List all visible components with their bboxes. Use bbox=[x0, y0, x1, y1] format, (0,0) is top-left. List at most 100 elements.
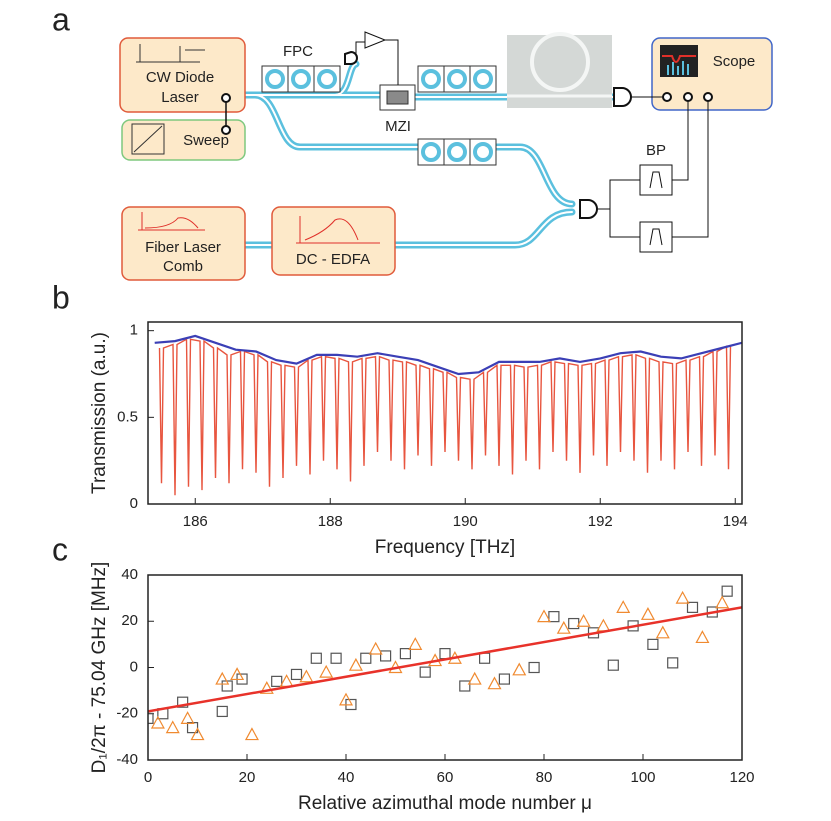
point bbox=[439, 648, 451, 660]
comb-box bbox=[121, 206, 246, 281]
laser-box bbox=[119, 37, 246, 113]
point bbox=[479, 652, 491, 664]
point bbox=[616, 600, 631, 613]
point bbox=[512, 662, 527, 676]
point bbox=[148, 712, 154, 724]
point bbox=[299, 669, 314, 683]
x-tick-label: 190 bbox=[453, 513, 478, 530]
panel-label: c bbox=[52, 531, 68, 567]
point bbox=[165, 720, 180, 734]
y-tick-label: -40 bbox=[116, 751, 138, 768]
point bbox=[721, 585, 733, 597]
point bbox=[640, 607, 655, 620]
point bbox=[271, 675, 283, 687]
point bbox=[380, 650, 392, 662]
sweep-box bbox=[121, 119, 246, 161]
point bbox=[607, 659, 619, 671]
plot-frame bbox=[147, 321, 743, 505]
x-tick-label: 188 bbox=[318, 513, 343, 530]
point bbox=[177, 696, 189, 708]
label: FPC bbox=[283, 43, 313, 60]
x-tick-label: 186 bbox=[183, 513, 208, 530]
label: Comb bbox=[163, 258, 203, 275]
fit-line bbox=[148, 606, 742, 713]
label: MZI bbox=[385, 118, 411, 135]
x-tick-label: 20 bbox=[239, 769, 256, 786]
point bbox=[686, 601, 699, 613]
x-tick-label: 120 bbox=[729, 769, 754, 786]
y-tick-label: 0.5 bbox=[117, 408, 138, 425]
x-tick-label: 192 bbox=[588, 513, 613, 530]
point bbox=[568, 617, 580, 630]
x-tick-label: 0 bbox=[144, 769, 152, 786]
point bbox=[215, 671, 230, 685]
point bbox=[715, 595, 730, 609]
label: BP bbox=[646, 142, 666, 159]
point bbox=[655, 625, 670, 639]
point bbox=[576, 613, 591, 627]
x-tick-label: 60 bbox=[437, 769, 454, 786]
label: Sweep bbox=[183, 132, 229, 149]
y-tick-label: 20 bbox=[121, 612, 138, 629]
point bbox=[399, 648, 411, 660]
point bbox=[695, 630, 710, 644]
point bbox=[596, 618, 611, 632]
point bbox=[279, 674, 294, 687]
point bbox=[647, 638, 659, 650]
point bbox=[290, 668, 303, 681]
y-tick-label: 40 bbox=[121, 566, 138, 583]
point bbox=[459, 680, 471, 692]
plot-area bbox=[154, 334, 742, 496]
point bbox=[467, 671, 482, 685]
x-tick-label: 100 bbox=[630, 769, 655, 786]
bandpass-filter bbox=[639, 221, 673, 253]
point bbox=[310, 652, 322, 664]
point bbox=[319, 664, 334, 678]
y-axis-title: Transmission (a.u.) bbox=[89, 332, 110, 494]
bandpass-filter bbox=[639, 164, 673, 196]
label: Fiber Laser bbox=[145, 239, 221, 256]
label: DC - EDFA bbox=[296, 251, 370, 268]
label: Laser bbox=[161, 89, 199, 106]
point bbox=[230, 667, 245, 681]
y-tick-label: 0 bbox=[130, 658, 138, 675]
point bbox=[528, 661, 540, 674]
point bbox=[556, 620, 571, 634]
point bbox=[419, 666, 431, 678]
point bbox=[548, 611, 560, 623]
point bbox=[180, 711, 195, 724]
charts: b 186 188 190 192 194 0 0.5 1 Frequency [THz] Tran… bbox=[52, 279, 755, 814]
point bbox=[244, 727, 259, 741]
point bbox=[259, 681, 274, 694]
series-line bbox=[158, 338, 732, 496]
panel-label: b bbox=[52, 279, 70, 315]
point bbox=[216, 705, 228, 718]
plot-area bbox=[148, 585, 742, 741]
point bbox=[675, 590, 690, 604]
point bbox=[338, 692, 354, 706]
label: Scope bbox=[713, 53, 756, 70]
point bbox=[348, 657, 363, 671]
y-tick-label: 0 bbox=[130, 495, 138, 512]
setup-diagram: a CW Diode Laser Sweep Fiber Laser Comb … bbox=[52, 1, 773, 281]
point bbox=[487, 676, 502, 690]
plot-frame bbox=[147, 574, 743, 761]
edfa-box bbox=[271, 206, 396, 276]
point bbox=[408, 637, 423, 650]
series-line bbox=[154, 334, 742, 376]
point bbox=[368, 641, 383, 655]
point bbox=[330, 652, 342, 664]
y-tick-label: -20 bbox=[116, 705, 138, 722]
point bbox=[498, 673, 510, 685]
y-axis-title: D₁/2π - 75.04 GHz [MHz] bbox=[89, 562, 110, 774]
point bbox=[360, 652, 372, 664]
label: CW Diode bbox=[146, 69, 214, 86]
x-axis-title: Relative azimuthal mode number μ bbox=[298, 793, 592, 814]
point bbox=[190, 727, 205, 741]
x-tick-label: 40 bbox=[338, 769, 355, 786]
x-axis-title: Frequency [THz] bbox=[375, 537, 515, 558]
y-tick-label: 1 bbox=[130, 322, 138, 339]
point bbox=[667, 657, 679, 669]
point bbox=[150, 715, 165, 729]
